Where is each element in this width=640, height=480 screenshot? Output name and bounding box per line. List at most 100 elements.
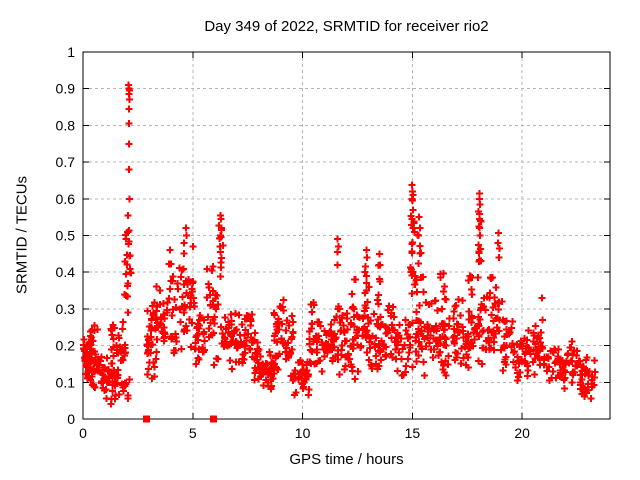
data-point-marker (468, 285, 476, 293)
data-point-marker (299, 366, 307, 374)
data-point-marker (488, 311, 496, 319)
data-point-marker (468, 312, 476, 320)
data-point-marker (314, 357, 322, 365)
data-point-marker (270, 309, 278, 317)
data-point-marker (532, 350, 540, 358)
data-point-marker (156, 301, 164, 309)
data-point-marker (451, 303, 459, 311)
data-point-marker (399, 345, 407, 353)
data-point-marker (419, 358, 427, 366)
data-point-marker (416, 302, 424, 310)
data-point-marker (477, 257, 485, 265)
data-point-marker (343, 315, 351, 323)
data-point-marker (476, 200, 484, 208)
data-point-marker (318, 339, 326, 347)
data-point-marker (152, 325, 160, 333)
data-point-marker (209, 297, 217, 305)
data-point-marker (166, 285, 174, 293)
data-point-marker (272, 354, 280, 362)
data-point-marker (107, 359, 115, 367)
data-point-marker (241, 349, 249, 357)
data-point-marker (499, 316, 507, 324)
data-point-marker (125, 195, 133, 203)
data-point-marker (145, 359, 153, 367)
data-point-marker (450, 340, 458, 348)
data-point-marker (402, 362, 410, 370)
data-point-marker (208, 266, 216, 274)
data-point-marker (150, 363, 158, 371)
data-point-marker (124, 228, 132, 236)
data-point-marker (113, 342, 121, 350)
data-point-marker (523, 336, 531, 344)
data-point-marker (125, 120, 133, 128)
data-point-marker (110, 366, 118, 374)
data-point-marker (507, 324, 515, 332)
data-point-marker (445, 322, 453, 330)
data-point-marker (540, 361, 548, 369)
data-point-marker (157, 320, 165, 328)
data-point-marker (479, 344, 487, 352)
data-point-marker (464, 330, 472, 338)
data-point-marker (196, 321, 204, 329)
data-point-marker (408, 181, 416, 189)
data-point-marker (207, 301, 215, 309)
data-point-marker (182, 224, 190, 232)
data-point-marker (415, 260, 423, 268)
data-point-marker (89, 337, 97, 345)
data-point-marker (404, 355, 412, 363)
data-point-marker (302, 371, 310, 379)
data-point-marker (413, 358, 421, 366)
data-point-marker (349, 336, 357, 344)
data-point-marker (305, 327, 313, 335)
data-point-marker (396, 321, 404, 329)
data-point-marker (578, 375, 586, 383)
data-point-marker (177, 318, 185, 326)
data-point-marker (538, 294, 546, 302)
data-point-marker (238, 355, 246, 363)
data-point-marker (397, 355, 405, 363)
data-point-marker (288, 333, 296, 341)
data-point-marker (89, 381, 97, 389)
data-point-marker (442, 371, 450, 379)
data-point-marker (224, 324, 232, 332)
data-point-marker (381, 323, 389, 331)
data-point-marker (204, 313, 212, 321)
data-point-marker (465, 316, 473, 324)
data-point-marker (535, 347, 543, 355)
data-point-marker (187, 343, 195, 351)
data-point-marker (487, 274, 495, 282)
data-point-marker (240, 342, 248, 350)
data-point-marker (203, 265, 211, 273)
data-point-marker (374, 296, 382, 304)
data-point-marker (267, 375, 275, 383)
data-point-marker (183, 281, 191, 289)
data-point-marker (402, 326, 410, 334)
data-point-marker (122, 348, 130, 356)
data-point-marker (455, 328, 463, 336)
data-point-marker (495, 306, 503, 314)
data-point-marker (334, 243, 342, 251)
data-point-marker (494, 239, 502, 247)
data-point-marker (341, 366, 349, 374)
data-point-marker (333, 312, 341, 320)
data-point-marker (576, 358, 584, 366)
data-point-marker (91, 322, 99, 330)
data-point-marker (530, 371, 538, 379)
data-point-marker (81, 370, 89, 378)
data-point-marker (438, 358, 446, 366)
data-point-marker (568, 358, 576, 366)
data-point-marker (253, 356, 261, 364)
y-tick-label: 0.1 (56, 374, 76, 390)
data-point-marker (365, 338, 373, 346)
data-point-marker (124, 211, 132, 219)
data-point-marker (283, 317, 291, 325)
data-point-marker (475, 241, 483, 249)
data-point-marker (537, 329, 545, 337)
data-point-marker (502, 353, 510, 361)
data-point-marker (306, 335, 314, 343)
data-point-marker (549, 348, 557, 356)
data-point-marker (424, 328, 432, 336)
data-point-marker (363, 254, 371, 262)
data-point-marker (363, 348, 371, 356)
data-point-marker (247, 322, 255, 330)
